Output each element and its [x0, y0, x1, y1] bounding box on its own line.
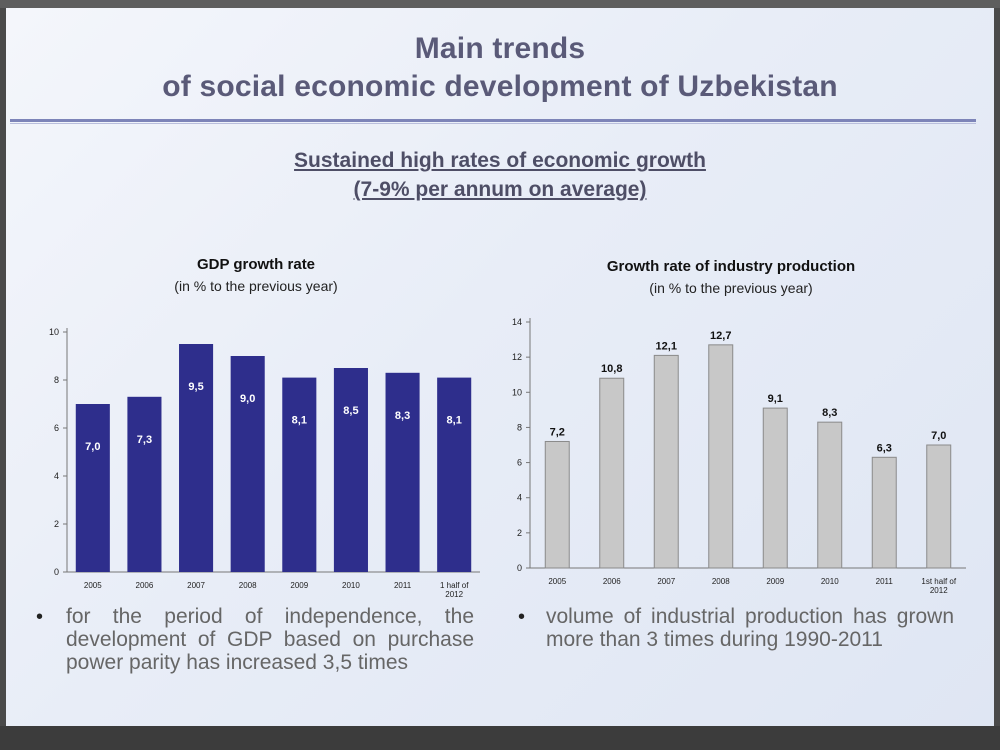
- x-tick-label: 2012: [445, 590, 463, 599]
- slide-title-line1: Main trends: [414, 32, 586, 65]
- bar: [708, 344, 734, 569]
- data-label: 8,5: [343, 405, 358, 417]
- bar: [230, 356, 265, 572]
- x-tick-label: 2009: [766, 577, 784, 586]
- data-label: 8,3: [395, 410, 410, 422]
- x-tick-label: 2010: [342, 581, 360, 590]
- data-label: 10,8: [601, 363, 622, 375]
- y-tick-label: 14: [512, 317, 522, 327]
- data-label: 12,1: [656, 340, 677, 352]
- data-label: 6,3: [877, 442, 892, 454]
- title-divider-thin: [10, 123, 976, 124]
- data-label: 8,1: [447, 415, 462, 427]
- bullet-gdp-ppp: for the period of independence, the deve…: [66, 605, 474, 674]
- gdp-chart-title: GDP growth rate: [196, 256, 316, 273]
- industry-chart-title: Growth rate of industry production: [606, 258, 856, 275]
- x-tick-label: 2005: [84, 581, 102, 590]
- bar: [871, 456, 897, 569]
- gdp-chart-subtitle: (in % to the previous year): [174, 278, 338, 294]
- bar: [437, 377, 472, 572]
- x-tick-label: 2010: [821, 577, 839, 586]
- y-tick-label: 8: [54, 375, 59, 385]
- y-tick-label: 4: [517, 493, 522, 503]
- y-tick-label: 10: [512, 387, 522, 397]
- x-tick-label: 2012: [930, 586, 948, 595]
- data-label: 12,7: [710, 330, 731, 342]
- y-tick-label: 0: [517, 563, 522, 573]
- y-tick-label: 0: [54, 567, 59, 577]
- data-label: 7,3: [137, 434, 152, 446]
- bar: [179, 344, 214, 572]
- x-tick-label: 2006: [136, 581, 154, 590]
- gdp-growth-chart: 0 2 4 6 8 10 7,0 2005 7,3 2006 9,5 2007 9,0 2008 8,1 20…: [49, 327, 480, 599]
- y-tick-label: 12: [512, 352, 522, 362]
- y-tick-label: 6: [517, 458, 522, 468]
- bullet-marker-2: •: [518, 606, 526, 628]
- x-tick-label: 2011: [394, 581, 412, 590]
- industry-growth-chart: 0 2 4 6 8 10 12 14 7,2 2005 10,8 2006 12,1 2007 12,7 20…: [512, 317, 966, 595]
- window-frame-top: [0, 0, 1000, 8]
- slide-subtitle-line2: (7-9% per annum on average): [353, 178, 647, 201]
- data-label: 8,3: [822, 407, 837, 419]
- bullet-industry-volume: volume of industrial production has grow…: [546, 605, 954, 651]
- y-tick-label: 8: [517, 422, 522, 432]
- data-label: 7,2: [550, 426, 565, 438]
- data-label: 7,0: [85, 441, 100, 453]
- data-label: 9,1: [768, 393, 783, 405]
- slide-title-line2: of social economic development of Uzbeki…: [162, 70, 838, 103]
- title-divider: [10, 119, 976, 122]
- bar: [127, 396, 162, 572]
- data-label: 9,5: [188, 381, 203, 393]
- bar: [653, 354, 679, 569]
- slide-subtitle-line1: Sustained high rates of economic growth: [294, 149, 706, 172]
- x-tick-label: 2006: [603, 577, 621, 586]
- x-tick-label: 1st half of: [921, 577, 956, 586]
- bar: [762, 407, 788, 569]
- x-tick-label: 2008: [712, 577, 730, 586]
- bar: [599, 377, 625, 569]
- x-tick-label: 2005: [548, 577, 566, 586]
- data-label: 7,0: [931, 430, 946, 442]
- bar: [333, 368, 368, 572]
- y-tick-label: 2: [517, 528, 522, 538]
- window-frame-bottom: [0, 726, 1000, 750]
- bar: [926, 444, 952, 569]
- bar: [75, 404, 110, 572]
- industry-chart-subtitle: (in % to the previous year): [649, 280, 813, 296]
- x-tick-label: 2011: [876, 577, 894, 586]
- y-tick-label: 6: [54, 423, 59, 433]
- bar: [817, 421, 843, 569]
- y-tick-label: 4: [54, 471, 59, 481]
- bar: [385, 372, 420, 572]
- bar: [544, 440, 570, 569]
- y-tick-label: 10: [49, 327, 59, 337]
- x-tick-label: 2007: [187, 581, 205, 590]
- bullet-marker-1: •: [36, 606, 44, 628]
- slide: Main trends of social economic developme…: [6, 8, 994, 726]
- x-tick-label: 1 half of: [440, 581, 469, 590]
- data-label: 8,1: [292, 415, 307, 427]
- data-label: 9,0: [240, 393, 255, 405]
- x-tick-label: 2007: [657, 577, 675, 586]
- x-tick-label: 2008: [239, 581, 257, 590]
- x-tick-label: 2009: [290, 581, 308, 590]
- y-tick-label: 2: [54, 519, 59, 529]
- bar: [282, 377, 317, 572]
